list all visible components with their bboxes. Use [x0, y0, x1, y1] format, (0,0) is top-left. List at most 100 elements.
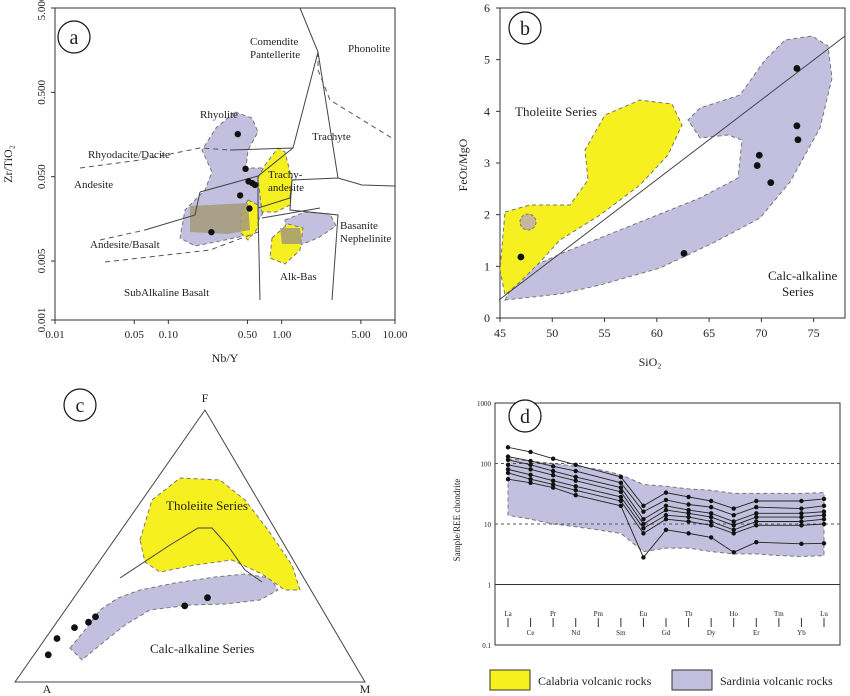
panel-d-point [528, 467, 533, 472]
panel-d-xtick-label: Gd [662, 629, 671, 637]
label-basanite: Basanite [340, 220, 378, 232]
panel-d-point [663, 527, 669, 533]
panel-d-point [573, 468, 578, 474]
panel-d-point [528, 472, 533, 478]
panel-d-ytick-label: 1000 [477, 400, 492, 408]
panel-d-point [505, 467, 511, 472]
panel-d-ytick-label: 1 [488, 582, 492, 590]
legend: Calabria volcanic rocks Sardinia volcani… [489, 669, 833, 691]
panel-a-ytick-label: 0.500 [36, 79, 48, 104]
panel-d-xtick-label: Tm [774, 610, 784, 618]
panel-b-ytick-label: 2 [484, 208, 490, 222]
label-trachy: Trachy- [268, 169, 303, 181]
panel-d-xtick-label: Nd [571, 629, 580, 637]
panel-d-ytick-label: 0.1 [482, 642, 491, 650]
panel-d-xtick-label: Pr [550, 610, 557, 618]
panel-d-point [663, 517, 669, 522]
panel-d-point [573, 478, 578, 483]
panel-d-point [528, 477, 533, 482]
panel-c-calabria-field [139, 477, 301, 591]
panel-d-point [641, 526, 646, 531]
panel-c-point [44, 651, 52, 659]
panel-b-xtick-label: 50 [546, 326, 558, 340]
panel-b-xtick-label: 70 [755, 326, 767, 340]
panel-d-point [686, 494, 691, 500]
panel-d-point [799, 541, 804, 547]
panel-d-point [821, 521, 827, 527]
panel-a-xtick-label: 1.00 [272, 329, 292, 341]
panel-d-xtick-label: Yb [797, 629, 806, 637]
label-pantellerite: Pantellerite [250, 49, 300, 61]
panel-d-xtick-label: Lu [820, 610, 828, 618]
label-comendite: Comendite [250, 36, 298, 48]
panel-b-sardinia-field [504, 35, 833, 301]
panel-d-point [505, 477, 511, 482]
panel-d-point [708, 523, 714, 528]
panel-d-point [708, 511, 714, 516]
panel-a-boundaries-2 [144, 147, 294, 231]
panel-d-point [663, 490, 669, 495]
panel-d-point [686, 519, 691, 524]
panel-c-point [85, 618, 92, 626]
panel-a-ytick-label: 0.001 [36, 308, 48, 333]
panel-b-xtick-label: 75 [808, 326, 820, 340]
panel-d-point [686, 507, 691, 513]
panel-d-xtick-label: Dy [707, 629, 716, 637]
panel-b-series-label: Series [782, 284, 814, 299]
label-trachyte: Trachyte [312, 131, 351, 143]
panel-d-point [663, 507, 669, 513]
panel-d-point [663, 503, 669, 508]
panel-d-point [505, 445, 511, 450]
panel-d-point [550, 456, 556, 461]
panel-d-point [618, 485, 624, 490]
panel-d-point [708, 535, 714, 540]
panel-b-ytick-label: 1 [484, 259, 490, 273]
panel-d-point [799, 514, 804, 520]
panel-d-point [754, 523, 759, 528]
label-subalkaline-basalt: SubAlkaline Basalt [124, 287, 209, 299]
panel-a-point [236, 192, 244, 199]
panel-b-ytick-label: 6 [484, 1, 490, 15]
panel-d-xtick-label: Pm [594, 610, 604, 618]
panel-b-point [753, 162, 761, 169]
label-andesite-sub: andesite [268, 182, 304, 194]
panel-d-point [550, 478, 556, 483]
panel-a-ticks: 0.01 0.05 0.10 0.50 1.00 5.00 10.00 5.000 0.500 0… [36, 0, 408, 341]
panel-a-xtick-label: 0.01 [45, 329, 64, 341]
panel-a-badge [57, 20, 91, 54]
panel-c-point [53, 635, 61, 642]
panel-d-point [550, 473, 556, 478]
panel-a-xtick-label: 0.05 [125, 329, 145, 341]
panel-b-point [680, 250, 688, 257]
panel-b-point [517, 253, 525, 261]
panel-a-ytick-label: 0.050 [36, 164, 48, 189]
panel-d-xtick-label: Sm [616, 629, 626, 637]
panel-d-point [573, 484, 578, 489]
panel-d-point [708, 498, 714, 504]
panel-d-point [731, 531, 736, 536]
panel-d-point [641, 521, 646, 527]
panel-d-point [641, 517, 646, 522]
panel-d-badge-letter: d [520, 406, 530, 428]
legend-label-sardinia: Sardinia volcanic rocks [720, 674, 833, 688]
panel-c-point [204, 594, 211, 602]
panel-d-point [573, 488, 578, 493]
panel-d-point [573, 474, 578, 480]
panel-d-xtick-label: Ho [729, 610, 738, 618]
panel-d-point [618, 494, 624, 500]
panel-d-point [528, 462, 533, 468]
label-andesite-basalt: Andesite/Basalt [90, 239, 160, 251]
panel-d-point [618, 480, 624, 485]
panel-a-overlap-1 [190, 203, 250, 234]
panel-d-point [821, 512, 827, 518]
panel-d-point [618, 498, 624, 504]
panel-b-ytick-label: 4 [484, 104, 490, 118]
panel-b-xlabel: SiO₂ [639, 355, 662, 369]
panel-d-grid [495, 463, 840, 585]
label-phonolite: Phonolite [348, 43, 390, 55]
panel-c-triangle [14, 409, 366, 683]
panel-b-xtick-label: 65 [703, 326, 715, 340]
panel-b-ytick-label: 0 [484, 311, 490, 325]
